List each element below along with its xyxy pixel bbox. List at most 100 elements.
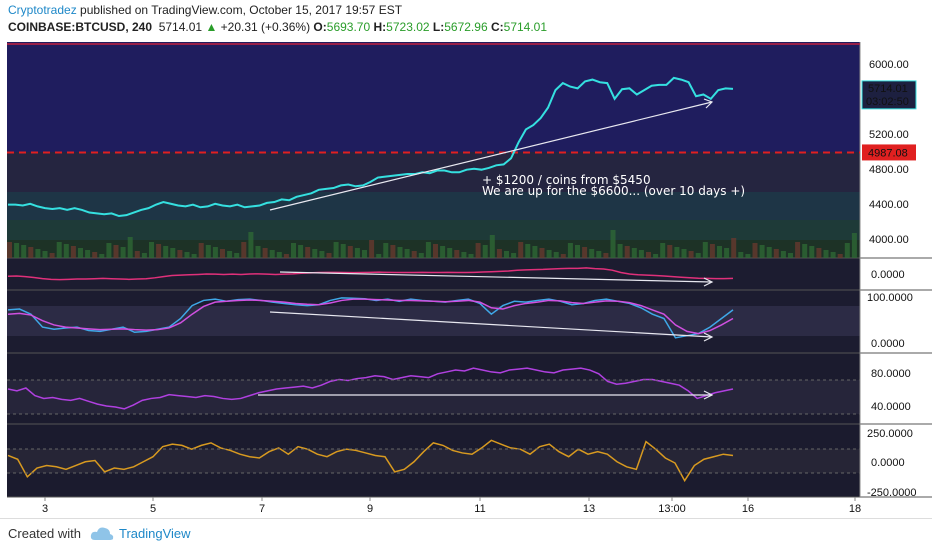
volume-bar: [85, 250, 91, 258]
open-value: 5693.70: [326, 20, 371, 34]
low-value: 5672.96: [444, 20, 488, 34]
volume-bar: [738, 252, 744, 258]
volume-bar: [539, 248, 545, 258]
volume-bar: [49, 253, 55, 258]
volume-bar: [14, 243, 20, 258]
price-band-2: [7, 192, 860, 220]
volume-bar: [702, 242, 708, 258]
volume-bar: [518, 242, 524, 258]
volume-bar: [610, 230, 616, 258]
x-axis-strip: [0, 497, 932, 518]
volume-bar: [461, 252, 467, 258]
volume-bar: [851, 233, 857, 258]
volume-bar: [369, 240, 375, 258]
trend-arrow-head: [703, 98, 714, 109]
volume-bar: [198, 243, 204, 258]
volume-bar: [844, 243, 850, 258]
volume-bar: [454, 250, 460, 258]
rsi-series-0: [7, 267, 734, 281]
volume-bar: [788, 253, 793, 258]
trend-arrow: [269, 101, 713, 211]
volume-bar: [653, 254, 659, 258]
volume-bar: [816, 248, 822, 258]
x-tick-label: 13: [583, 503, 595, 515]
volume-bar: [582, 247, 588, 258]
volume-bar: [7, 242, 12, 258]
volume-bar: [276, 252, 282, 258]
volume-bar: [28, 247, 34, 258]
price-tick-label: 4800.00: [869, 164, 909, 176]
volume-bar: [589, 249, 595, 258]
volume-bar: [773, 249, 779, 258]
volume-bar: [191, 254, 197, 258]
x-tick-label: 11: [474, 503, 485, 515]
x-tick-label: 5: [150, 503, 156, 515]
volume-bar: [78, 248, 83, 258]
volume-bar: [802, 244, 808, 258]
volume-bar: [262, 248, 268, 258]
annotation-line-2: We are up for the $6600... (over 10 days…: [482, 184, 745, 198]
rsi-tick-label: 0.0000: [871, 269, 905, 281]
x-tick-label: 18: [849, 503, 861, 515]
volume-bar: [496, 249, 502, 258]
volume-bar: [21, 245, 27, 258]
volume-bar: [149, 242, 154, 258]
volume-bar: [638, 250, 644, 258]
close-label: C:: [490, 20, 504, 34]
volume-bar: [532, 246, 538, 258]
stoch-arrow: [269, 311, 713, 338]
volume-bar: [205, 245, 211, 258]
volume-bar: [362, 250, 367, 258]
cci-tick-neg250: -250.0000: [867, 487, 917, 499]
tradingview-link[interactable]: TradingView: [119, 526, 191, 541]
volume-bar: [447, 248, 453, 258]
annotation-line-1: + $1200 / coins from $5450: [482, 173, 651, 187]
volume-bar: [617, 244, 623, 258]
volume-bar: [823, 250, 829, 258]
volume-bar: [326, 253, 332, 258]
x-tick-label: 13:00: [658, 503, 686, 515]
volume-bar: [553, 252, 559, 258]
volume-bar: [546, 250, 552, 258]
volume-bar: [127, 237, 133, 258]
cci-band: [7, 449, 860, 473]
volume-bar: [575, 245, 580, 258]
volume-bar: [830, 252, 836, 258]
open-label: O:: [313, 20, 327, 34]
volume-bar: [184, 252, 190, 258]
purple-tick-40: 40.0000: [871, 401, 911, 413]
volume-bar: [809, 246, 815, 258]
last-price-label: 5714.01: [868, 83, 908, 95]
indicator-panel-bg-0: [7, 258, 860, 290]
author-link[interactable]: Cryptotradez: [8, 3, 77, 17]
volume-bar: [717, 246, 722, 258]
volume-bar: [603, 253, 609, 258]
volume-bar: [674, 247, 680, 258]
price-change: +20.31 (+0.36%): [220, 20, 311, 34]
close-value: 5714.01: [503, 20, 548, 34]
volume-bar: [141, 253, 147, 258]
price-tick-label: 4000.00: [869, 234, 909, 246]
volume-bar: [99, 254, 105, 258]
price-tick-label: 4400.00: [869, 199, 909, 211]
volume-bar: [646, 252, 651, 258]
volume-bar: [383, 243, 389, 258]
volume-bar: [724, 248, 730, 258]
price-band-3: [7, 220, 860, 240]
price-band-0: [7, 42, 860, 152]
volume-bar: [766, 247, 772, 258]
volume-bar: [667, 245, 673, 258]
volume-bar: [177, 250, 183, 258]
publish-header: Cryptotradez published on TradingView.co…: [8, 3, 402, 17]
purple-series-0: [7, 367, 734, 410]
volume-bar: [212, 247, 218, 258]
volume-bar: [631, 248, 637, 258]
price-tick-label: 5200.00: [869, 129, 909, 141]
footer: Created with TradingView: [0, 518, 932, 551]
volume-bar: [255, 246, 261, 258]
level-label-box: [862, 144, 916, 161]
volume-bar: [489, 235, 495, 258]
volume-bar: [440, 246, 446, 258]
volume-bar: [283, 254, 289, 258]
volume-bar: [752, 243, 758, 258]
